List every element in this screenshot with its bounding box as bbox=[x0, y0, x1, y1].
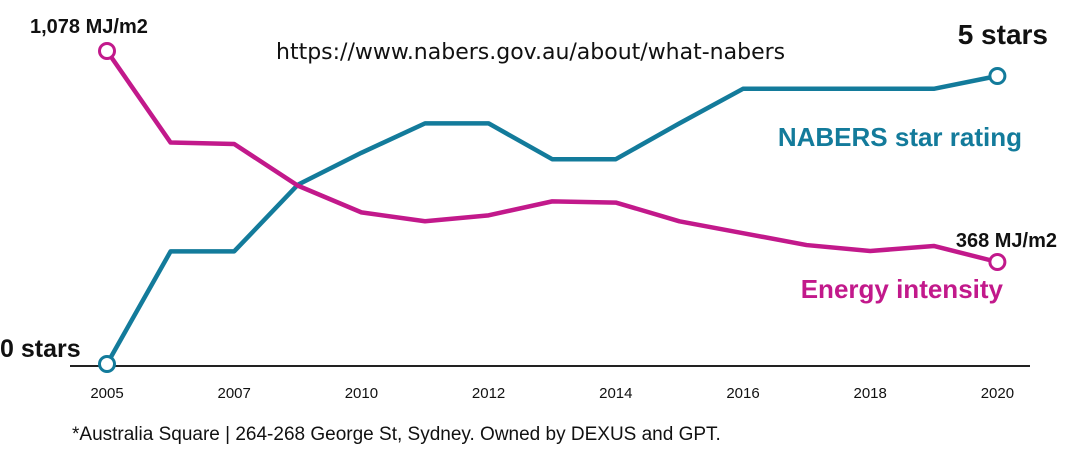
x-tick-label: 2020 bbox=[981, 385, 1014, 402]
x-tick-label: 2016 bbox=[726, 385, 759, 402]
star-rating-point-marker bbox=[98, 355, 116, 373]
x-tick-label: 2014 bbox=[599, 385, 632, 402]
series-layer bbox=[98, 42, 1007, 373]
x-tick-label: 2010 bbox=[345, 385, 378, 402]
x-tick-label: 2007 bbox=[218, 385, 251, 402]
star-rating-line bbox=[105, 73, 998, 366]
energy-intensity-point-marker bbox=[988, 253, 1007, 271]
energy-intensity-point-marker bbox=[98, 42, 116, 60]
star-series-label: NABERS star rating bbox=[778, 122, 1022, 152]
energy-start-label: 1,078 MJ/m2 bbox=[30, 16, 148, 38]
x-tick-label: 2005 bbox=[90, 385, 123, 402]
energy-end-label: 368 MJ/m2 bbox=[956, 230, 1057, 252]
footnote: *Australia Square | 264-268 George St, S… bbox=[72, 424, 721, 445]
x-axis-ticks: 2005 2007 2010 2012 2014 2016 2018 2020 bbox=[90, 385, 1014, 402]
star-start-label: 0 stars bbox=[0, 335, 81, 363]
energy-series-label: Energy intensity bbox=[801, 274, 1004, 304]
source-url: https://www.nabers.gov.au/about/what-nab… bbox=[276, 40, 786, 65]
star-end-label: 5 stars bbox=[958, 19, 1048, 50]
star-rating-point-marker bbox=[988, 67, 1007, 85]
x-tick-label: 2012 bbox=[472, 385, 505, 402]
x-tick-label: 2018 bbox=[854, 385, 887, 402]
energy-intensity-line bbox=[105, 49, 998, 265]
